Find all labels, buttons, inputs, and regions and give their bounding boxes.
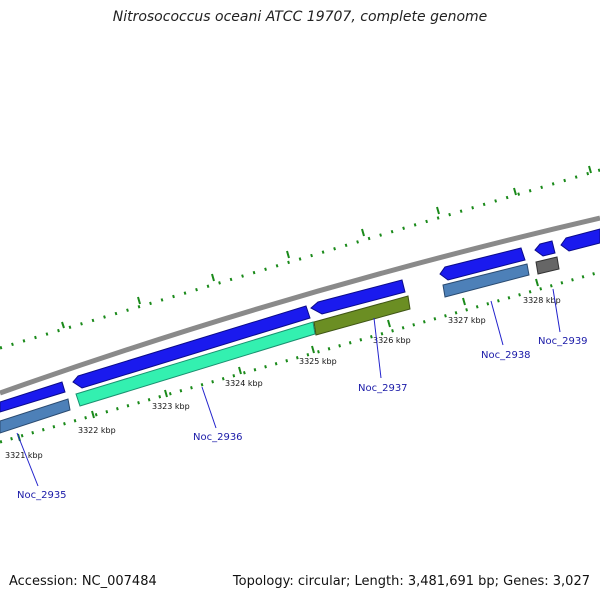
tick-label-3325: 3325 kbp — [299, 357, 337, 366]
tick-label-3322: 3322 kbp — [78, 426, 116, 435]
cds-arrow-2938[interactable] — [439, 247, 526, 281]
gene-bar-2935[interactable] — [0, 398, 71, 434]
gene-bar-2938[interactable] — [442, 263, 530, 298]
gene-bar-2936[interactable] — [75, 321, 316, 407]
gene-labels: Noc_2935 Noc_2936 Noc_2937 Noc_2938 Noc_… — [17, 336, 588, 501]
gene-bar-2939[interactable] — [535, 256, 560, 275]
tick-label-3326: 3326 kbp — [373, 336, 411, 345]
backbone-line — [0, 215, 600, 396]
gene-label-noc-2937[interactable]: Noc_2937 — [358, 383, 408, 394]
map-title: Nitrosococcus oceani ATCC 19707, complet… — [112, 9, 488, 25]
gene-bar-2937[interactable] — [313, 295, 411, 336]
gene-label-noc-2939[interactable]: Noc_2939 — [538, 336, 588, 347]
cds-arrow-2935[interactable] — [0, 381, 66, 413]
leader-lines — [16, 288, 561, 487]
outer-tick-track — [0, 165, 600, 350]
cds-arrow-2937[interactable] — [310, 279, 406, 315]
gene-label-noc-2936[interactable]: Noc_2936 — [193, 432, 243, 443]
scale-tick-labels: 3321 kbp 3322 kbp 3323 kbp 3324 kbp 3325… — [5, 296, 561, 460]
tick-label-3324: 3324 kbp — [225, 379, 263, 388]
accession-label: Accession: NC_007484 — [9, 574, 157, 589]
cds-arrow-2939[interactable] — [534, 240, 556, 257]
cds-arrow-2936[interactable] — [72, 305, 311, 389]
genome-summary-label: Topology: circular; Length: 3,481,691 bp… — [232, 574, 590, 589]
gene-row — [0, 256, 560, 434]
cds-forward-row — [0, 228, 600, 413]
tick-label-3321: 3321 kbp — [5, 451, 43, 460]
gene-label-noc-2938[interactable]: Noc_2938 — [481, 350, 531, 361]
cds-arrow-next[interactable] — [560, 228, 600, 252]
gene-label-noc-2935[interactable]: Noc_2935 — [17, 490, 67, 501]
tick-label-3323: 3323 kbp — [152, 402, 190, 411]
tick-label-3328: 3328 kbp — [523, 296, 561, 305]
tick-label-3327: 3327 kbp — [448, 316, 486, 325]
